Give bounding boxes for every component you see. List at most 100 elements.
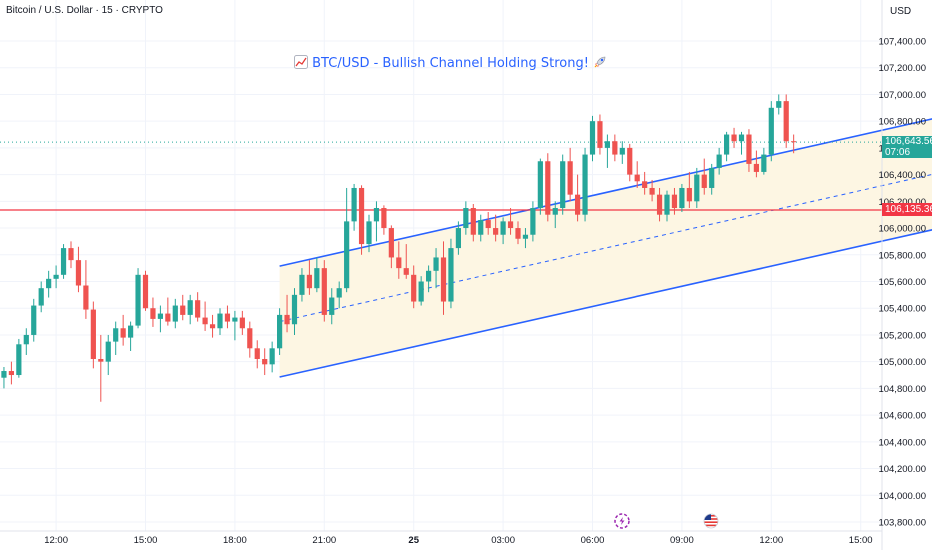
candle[interactable]	[731, 127, 737, 148]
candle[interactable]	[38, 281, 44, 313]
candle[interactable]	[90, 301, 96, 369]
candle[interactable]	[612, 134, 618, 162]
candle[interactable]	[150, 297, 156, 327]
chart-annotation[interactable]: BTC/USD - Bullish Channel Holding Strong…	[294, 55, 607, 71]
candle[interactable]	[716, 147, 722, 175]
candle[interactable]	[679, 183, 685, 213]
candle[interactable]	[262, 348, 268, 376]
candle[interactable]	[619, 141, 625, 164]
candle[interactable]	[98, 334, 104, 402]
candle[interactable]	[463, 201, 469, 235]
candle[interactable]	[768, 101, 774, 162]
candle[interactable]	[239, 310, 245, 335]
candle[interactable]	[537, 158, 543, 215]
candle[interactable]	[172, 298, 178, 329]
candle[interactable]	[284, 294, 290, 333]
candle[interactable]	[522, 228, 529, 249]
candle[interactable]	[724, 131, 730, 162]
candle[interactable]	[269, 341, 275, 373]
candle[interactable]	[627, 143, 633, 182]
candle[interactable]	[232, 310, 238, 341]
currency-label[interactable]: USD	[890, 6, 912, 17]
candle[interactable]	[649, 179, 655, 202]
candle[interactable]	[485, 212, 491, 235]
candle[interactable]	[656, 187, 663, 222]
candle[interactable]	[247, 321, 253, 358]
candle[interactable]	[180, 294, 186, 321]
candle[interactable]	[470, 204, 476, 242]
candle[interactable]	[582, 147, 588, 222]
candle[interactable]	[634, 161, 640, 188]
candle[interactable]	[738, 131, 745, 155]
candle[interactable]	[791, 134, 797, 154]
candle[interactable]	[567, 147, 573, 202]
candle[interactable]	[46, 270, 52, 298]
candle[interactable]	[701, 158, 707, 195]
candle[interactable]	[291, 288, 298, 335]
candle[interactable]	[142, 270, 149, 311]
candle[interactable]	[329, 288, 335, 325]
candle[interactable]	[686, 171, 692, 209]
candle[interactable]	[344, 187, 350, 293]
candle[interactable]	[314, 257, 320, 293]
price-axis[interactable]: 107,400.00 107,200.00 107,000.00 106,800.00…	[878, 37, 926, 529]
candle[interactable]	[16, 338, 22, 378]
candle[interactable]	[411, 265, 417, 309]
candle[interactable]	[277, 308, 283, 355]
candle[interactable]	[381, 205, 387, 235]
candle[interactable]	[403, 244, 409, 279]
candle[interactable]	[23, 328, 29, 355]
symbol-title[interactable]: Bitcoin / U.S. Dollar · 15 · CRYPTO	[6, 5, 163, 16]
candle[interactable]	[493, 214, 499, 242]
candle[interactable]	[254, 340, 260, 369]
candle[interactable]	[396, 241, 402, 279]
candle[interactable]	[530, 201, 536, 242]
candle[interactable]	[500, 217, 506, 245]
candle[interactable]	[105, 334, 111, 376]
candle[interactable]	[224, 305, 231, 329]
candle[interactable]	[664, 190, 670, 222]
candle[interactable]	[195, 292, 201, 322]
candle[interactable]	[336, 281, 342, 309]
candle[interactable]	[515, 221, 521, 245]
candle[interactable]	[31, 298, 37, 342]
candle[interactable]	[128, 321, 134, 351]
candle[interactable]	[671, 187, 678, 215]
candle[interactable]	[1, 367, 7, 389]
candle[interactable]	[187, 294, 193, 325]
candle[interactable]	[597, 114, 603, 155]
candle[interactable]	[53, 265, 59, 289]
time-axis[interactable]: 12:00 15:00 18:00 21:00 25 03:00 06:00 09:00 12:…	[44, 535, 932, 546]
lightning-icon[interactable]	[614, 513, 630, 529]
candle[interactable]	[448, 238, 454, 309]
candle[interactable]	[209, 314, 216, 338]
horizontal-line-price-tag[interactable]: 106,135.36	[882, 203, 932, 217]
candle[interactable]	[321, 260, 327, 322]
candle[interactable]	[694, 167, 700, 209]
candle[interactable]	[113, 321, 119, 355]
candle[interactable]	[299, 268, 305, 302]
candle[interactable]	[120, 314, 126, 346]
candle[interactable]	[202, 301, 208, 331]
candle[interactable]	[746, 129, 752, 172]
candle[interactable]	[8, 361, 14, 385]
candle[interactable]	[157, 305, 163, 333]
candle[interactable]	[589, 115, 596, 162]
candle[interactable]	[604, 134, 610, 168]
candle[interactable]	[753, 150, 759, 178]
us-flag-icon[interactable]	[703, 513, 719, 529]
candle[interactable]	[478, 214, 484, 242]
candle[interactable]	[507, 208, 514, 235]
candle[interactable]	[545, 153, 551, 222]
candle[interactable]	[709, 163, 715, 195]
candle[interactable]	[426, 265, 432, 293]
candle[interactable]	[761, 147, 767, 175]
candle[interactable]	[135, 268, 141, 329]
candle[interactable]	[560, 154, 566, 215]
candle[interactable]	[776, 94, 782, 115]
candle[interactable]	[358, 185, 365, 255]
candle[interactable]	[575, 174, 581, 222]
candle[interactable]	[433, 248, 439, 289]
candle[interactable]	[552, 201, 558, 229]
